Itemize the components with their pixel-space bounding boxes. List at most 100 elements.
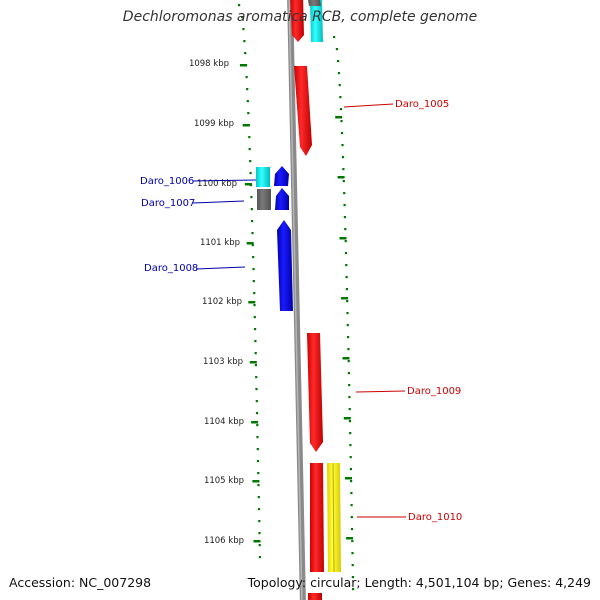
track-dot: [252, 268, 255, 271]
track-dot: [350, 516, 353, 519]
genome-backbone: [287, 0, 306, 600]
ruler-label: 1099 kbp: [194, 119, 234, 129]
gene-arrow-daro-1005[interactable]: [294, 66, 312, 156]
other-gene-divider: [332, 462, 335, 573]
track-dot: [339, 108, 343, 111]
track-dot: [346, 312, 349, 315]
accession-label: Accession: NC_007298: [9, 575, 152, 590]
track-dot: [243, 40, 246, 43]
track-dot: [343, 204, 346, 207]
track-dot: [254, 352, 257, 355]
track-dot: [256, 436, 259, 439]
rna-gene-daro-1006[interactable]: [256, 167, 270, 187]
callout-line-daro-1009: [355, 390, 406, 393]
track-dot: [256, 448, 259, 451]
gene-label-daro-1006[interactable]: Daro_1006: [140, 176, 194, 187]
track-dot: [348, 396, 351, 399]
gene-arrow-daro-1007[interactable]: [275, 188, 289, 210]
track-dot: [335, 48, 338, 51]
track-dot: [256, 424, 259, 427]
track-dot: [255, 388, 258, 391]
track-dot: [252, 256, 255, 259]
track-dot: [250, 208, 253, 211]
gene-label-daro-1007[interactable]: Daro_1007: [141, 198, 195, 209]
track-dot: [253, 316, 256, 319]
map-title: Dechloromonas aromatica RCB, complete ge…: [122, 9, 478, 25]
track-dot: [249, 172, 252, 175]
gene-arrow-daro-1008[interactable]: [277, 220, 293, 311]
track-dot: [351, 540, 354, 543]
track-dot: [350, 492, 353, 495]
track-dot: [346, 324, 349, 327]
pseudo-gene-top-outer[interactable]: [308, 0, 321, 6]
track-dot: [340, 132, 344, 135]
track-dot: [343, 216, 346, 219]
track-dot: [258, 544, 261, 547]
track-dot: [245, 76, 248, 79]
track-dot: [352, 588, 355, 591]
callout-line-daro-1008: [195, 266, 246, 270]
track-dot: [351, 576, 354, 579]
track-dot: [251, 220, 254, 223]
track-major-tick: [343, 417, 351, 420]
track-dot: [349, 456, 352, 459]
gene-label-daro-1008[interactable]: Daro_1008: [144, 263, 198, 274]
track-major-tick: [341, 297, 349, 300]
track-dot: [344, 252, 348, 255]
track-major-tick: [249, 361, 257, 364]
gene-arrow-bottom[interactable]: [308, 593, 322, 600]
callout-line-daro-1006: [192, 179, 257, 182]
track-dot: [348, 420, 351, 423]
track-dot: [342, 168, 345, 171]
track-dot: [256, 460, 260, 463]
track-dot: [350, 528, 354, 531]
callout-line-daro-1007: [192, 200, 245, 204]
track-dot: [341, 156, 345, 159]
track-major-tick: [248, 301, 256, 304]
track-dot: [251, 232, 254, 235]
track-dot: [349, 432, 352, 435]
track-dot: [342, 180, 345, 183]
track-major-tick: [339, 237, 347, 240]
track-dot: [246, 100, 249, 103]
callout-lines: [192, 103, 406, 518]
gene-arrow-daro-1006[interactable]: [274, 166, 289, 186]
track-dot: [345, 264, 348, 267]
track-dot: [247, 112, 250, 115]
track-dot: [257, 472, 260, 475]
track-dot: [350, 504, 353, 507]
track-dot: [351, 564, 354, 567]
track-dot: [347, 360, 350, 363]
track-dot: [339, 96, 342, 99]
track-dot: [254, 340, 257, 343]
track-major-tick: [242, 124, 250, 127]
callout-line-daro-1005: [343, 103, 394, 108]
pseudo-gene-daro-1007[interactable]: [257, 189, 271, 210]
track-dot: [244, 52, 247, 55]
gene-label-daro-1005[interactable]: Daro_1005: [395, 99, 449, 110]
ruler-label: 1103 kbp: [203, 357, 243, 367]
track-dot: [346, 300, 349, 303]
track-dot: [248, 136, 251, 139]
ruler-label: 1100 kbp: [197, 179, 237, 189]
gene-arrow-daro-1010[interactable]: [310, 463, 324, 572]
track-dot: [348, 384, 351, 387]
genome-summary: Topology: circular; Length: 4,501,104 bp…: [247, 575, 591, 590]
track-major-tick: [346, 537, 354, 540]
track-dot: [347, 372, 350, 375]
gene-arrow-daro-1009[interactable]: [307, 333, 323, 452]
gene-label-daro-1009[interactable]: Daro_1009: [407, 386, 461, 397]
track-dot: [347, 336, 350, 339]
rna-gene-top-outer[interactable]: [310, 0, 323, 42]
ruler-label: 1102 kbp: [202, 297, 242, 307]
ruler-label: 1106 kbp: [204, 536, 244, 546]
gene-arrow-top[interactable]: [290, 0, 304, 42]
track-dot: [343, 192, 346, 195]
track-major-tick: [244, 183, 252, 186]
track-major-tick: [342, 357, 350, 360]
ruler-labels: 1098 kbp 1099 kbp 1100 kbp 1101 kbp 1102…: [189, 59, 244, 546]
track-dot: [242, 28, 245, 31]
gene-label-daro-1010[interactable]: Daro_1010: [408, 512, 462, 523]
track-major-tick: [251, 421, 259, 424]
